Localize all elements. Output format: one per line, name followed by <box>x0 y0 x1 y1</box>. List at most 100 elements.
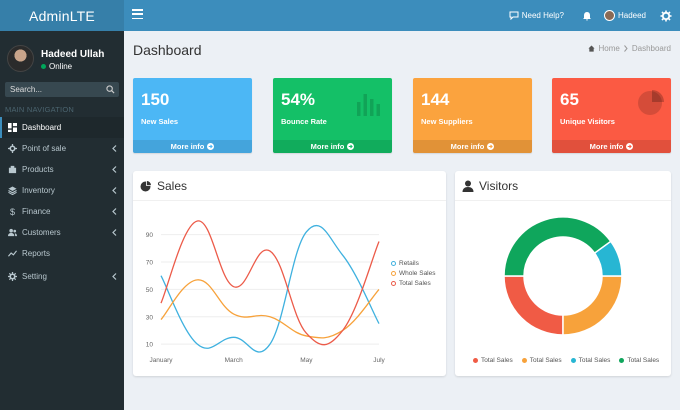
more-info-link[interactable]: More info <box>273 140 392 153</box>
y-tick-label: 50 <box>146 287 154 294</box>
legend-label: Total Sales <box>578 357 611 364</box>
page-title: Dashboard <box>133 42 202 58</box>
arrow-circle-right-icon <box>347 143 355 150</box>
top-navbar: Need Help? Hadeed <box>124 0 680 31</box>
navbar-right: Need Help? Hadeed <box>509 0 680 31</box>
bell-icon[interactable] <box>582 11 592 21</box>
sidebar-menu: Dashboard Point of sale Products Invento… <box>0 117 124 287</box>
sidebar-item-label: Customers <box>22 228 61 237</box>
sidebar-item-products[interactable]: Products <box>0 159 124 180</box>
visitors-legend: Total Sales Total Sales Total Sales Tota… <box>473 357 659 364</box>
stat-box-unique-visitors: 65 Unique Visitors More info <box>552 78 671 153</box>
search-icon[interactable] <box>106 85 115 94</box>
legend-item[interactable]: Total Sales <box>570 357 611 364</box>
sidebar-item-point-of-sale[interactable]: Point of sale <box>0 138 124 159</box>
chevron-left-icon <box>112 208 117 215</box>
chevron-left-icon <box>112 273 117 280</box>
legend-item[interactable]: Total Sales <box>473 357 513 364</box>
breadcrumb: Home Dashboard <box>587 44 671 53</box>
user-menu[interactable]: Hadeed <box>603 10 646 21</box>
app-logo[interactable]: AdminLTE <box>0 0 124 31</box>
stat-value: 150 <box>141 90 170 109</box>
menu-toggle-icon[interactable] <box>132 9 143 21</box>
sidebar: Hadeed Ullah Online MAIN NAVIGATION Dash… <box>0 31 124 410</box>
sidebar-search <box>5 82 119 97</box>
visitors-panel-header: Visitors <box>455 171 671 201</box>
sidebar-user-name: Hadeed Ullah <box>41 49 105 60</box>
line-chart-icon <box>8 250 17 257</box>
need-help-label: Need Help? <box>521 11 564 20</box>
more-info-label: More info <box>170 142 205 151</box>
user-status-label: Online <box>49 62 73 71</box>
sidebar-item-label: Dashboard <box>22 123 62 132</box>
legend-item-total-sales[interactable]: Total Sales <box>391 280 436 287</box>
search-input[interactable] <box>5 82 105 97</box>
donut-slice[interactable] <box>503 216 612 277</box>
sales-panel-header: Sales <box>133 171 446 201</box>
more-info-label: More info <box>589 142 624 151</box>
donut-slice[interactable] <box>562 275 623 336</box>
sidebar-item-setting[interactable]: Setting <box>0 266 124 287</box>
sidebar-item-label: Finance <box>22 207 51 216</box>
legend-item-retails[interactable]: Retails <box>391 260 436 267</box>
legend-item-whole-sales[interactable]: Whole Sales <box>391 270 436 277</box>
sidebar-item-inventory[interactable]: Inventory <box>0 180 124 201</box>
dashboard-icon <box>8 123 17 132</box>
stat-box-new-sales: 150 New Sales More info <box>133 78 252 153</box>
arrow-circle-right-icon <box>207 143 215 150</box>
x-tick-label: May <box>300 357 313 364</box>
gear-icon[interactable] <box>660 10 672 22</box>
sales-panel-title: Sales <box>157 178 188 193</box>
sidebar-item-reports[interactable]: Reports <box>0 243 124 264</box>
series-line-whole-sales <box>160 279 380 339</box>
settings-icon <box>8 272 17 281</box>
legend-marker <box>521 358 527 363</box>
legend-marker <box>391 261 396 266</box>
visitors-donut-chart <box>503 216 623 336</box>
more-info-link[interactable]: More info <box>413 140 532 153</box>
legend-label: Total Sales <box>627 357 660 364</box>
visitors-panel: Visitors Total Sales Total Sales Total S… <box>455 171 671 376</box>
stat-label: New Sales <box>141 117 179 126</box>
legend-marker <box>619 358 625 363</box>
series-line-total-sales <box>160 220 380 346</box>
chevron-left-icon <box>112 187 117 194</box>
legend-label: Total Sales <box>399 280 431 287</box>
breadcrumb-home[interactable]: Home <box>598 44 620 53</box>
nav-header: MAIN NAVIGATION <box>5 105 74 114</box>
sidebar-item-dashboard[interactable]: Dashboard <box>0 117 124 138</box>
products-icon <box>8 165 17 174</box>
legend-item[interactable]: Total Sales <box>521 357 562 364</box>
donut-slice[interactable] <box>503 275 564 336</box>
sales-legend: Retails Whole Sales Total Sales <box>391 260 436 290</box>
chevron-left-icon <box>112 166 117 173</box>
sidebar-item-finance[interactable]: $ Finance <box>0 201 124 222</box>
breadcrumb-current: Dashboard <box>631 44 671 53</box>
sidebar-item-label: Setting <box>22 272 47 281</box>
legend-label: Whole Sales <box>399 270 436 277</box>
stat-box-new-suppliers: 144 New Suppliers More info <box>413 78 532 153</box>
more-info-label: More info <box>450 142 485 151</box>
x-tick-label: March <box>225 357 243 364</box>
visitors-panel-title: Visitors <box>479 178 519 193</box>
more-info-link[interactable]: More info <box>552 140 671 153</box>
stat-value: 65 <box>560 90 579 109</box>
arrow-circle-right-icon <box>626 143 634 150</box>
y-tick-label: 10 <box>146 342 154 349</box>
legend-item[interactable]: Total Sales <box>619 357 659 364</box>
navbar-avatar <box>603 10 615 21</box>
y-tick-label: 30 <box>146 314 154 321</box>
user-panel: Hadeed Ullah Online <box>0 31 124 78</box>
svg-text:$: $ <box>10 207 15 216</box>
home-icon <box>587 45 595 52</box>
chevron-left-icon <box>112 145 117 152</box>
sidebar-item-customers[interactable]: Customers <box>0 222 124 243</box>
legend-marker <box>391 281 396 286</box>
legend-label: Total Sales <box>481 357 513 364</box>
more-info-label: More info <box>310 142 345 151</box>
dollar-icon: $ <box>10 207 15 216</box>
more-info-link[interactable]: More info <box>133 140 252 153</box>
legend-marker <box>473 358 478 363</box>
stat-label: Unique Visitors <box>560 117 615 126</box>
need-help-link[interactable]: Need Help? <box>509 11 564 20</box>
